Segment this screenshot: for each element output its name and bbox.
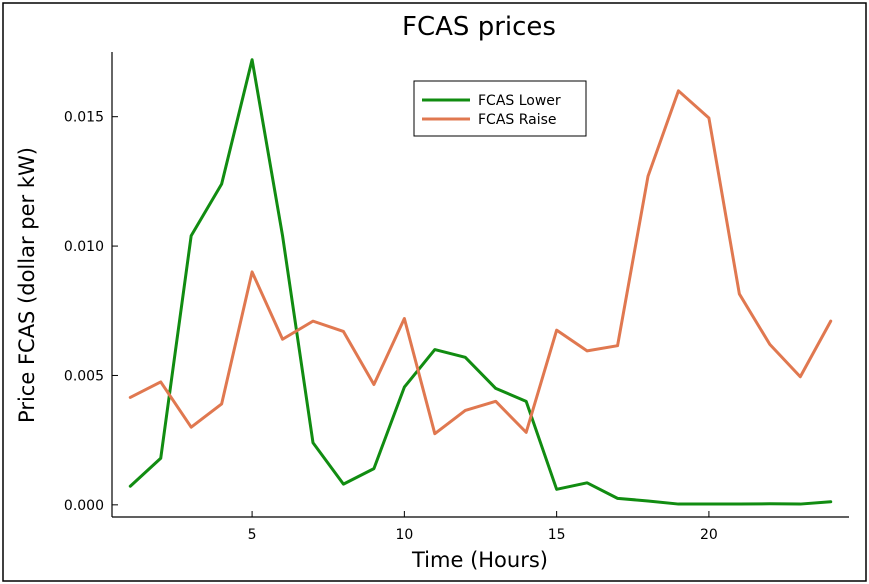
y-ticks: 0.000 0.005 0.010 0.015	[64, 110, 118, 514]
series-line-fcas-lower	[128, 58, 833, 506]
legend-box	[413, 80, 587, 137]
y-tick-label: 0.000	[64, 498, 104, 514]
series-layer	[128, 58, 833, 506]
x-axis-label: Time (Hours)	[411, 548, 548, 572]
x-ticks: 5 10 15 20	[248, 511, 718, 543]
legend-label-fcas-lower: FCAS Lower	[478, 93, 561, 109]
y-tick-label: 0.005	[64, 368, 104, 384]
axes	[111, 52, 849, 518]
series-line-fcas-raise	[128, 89, 833, 436]
y-tick-label: 0.010	[64, 239, 104, 255]
legend-label-fcas-raise: FCAS Raise	[478, 112, 557, 128]
x-tick-label: 10	[395, 527, 413, 543]
legend: FCAS Lower FCAS Raise	[413, 80, 587, 137]
chart-title: FCAS prices	[402, 12, 556, 42]
y-tick-label: 0.015	[64, 110, 104, 126]
x-tick-label: 15	[548, 527, 566, 543]
y-axis-label: Price FCAS (dollar per kW)	[15, 147, 39, 423]
x-tick-label: 20	[700, 527, 718, 543]
x-tick-label: 5	[248, 527, 257, 543]
